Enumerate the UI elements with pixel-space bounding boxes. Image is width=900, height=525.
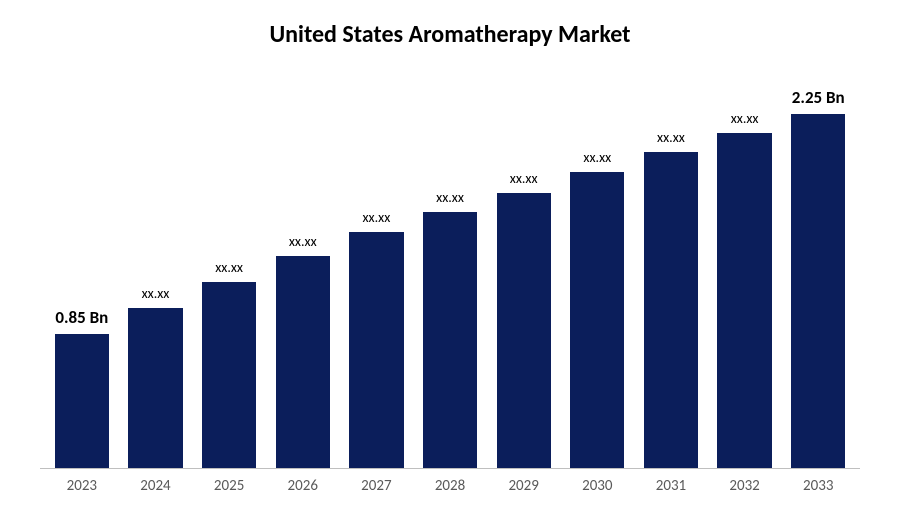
x-axis: 2023202420252026202720282029203020312032… — [40, 469, 860, 495]
bar-group: xx.xx — [562, 59, 632, 468]
bar — [55, 334, 109, 468]
bar-value-label: xx.xx — [268, 233, 338, 250]
bar-group: xx.xx — [268, 59, 338, 468]
bar-value-label: xx.xx — [415, 189, 485, 206]
x-axis-tick: 2028 — [415, 477, 485, 495]
bar-value-label: xx.xx — [489, 170, 559, 187]
x-axis-tick: 2024 — [121, 477, 191, 495]
bar-value-label: 0.85 Bn — [47, 307, 117, 328]
bar-group: 2.25 Bn — [783, 59, 853, 468]
bar — [423, 212, 477, 468]
x-axis-tick: 2029 — [489, 477, 559, 495]
x-axis-tick: 2033 — [783, 477, 853, 495]
bar-group: 0.85 Bn — [47, 59, 117, 468]
chart-title: United States Aromatherapy Market — [40, 20, 860, 49]
bar-value-label: xx.xx — [342, 209, 412, 226]
bar — [128, 308, 182, 468]
bar — [644, 152, 698, 468]
bar — [570, 172, 624, 468]
bar-value-label: xx.xx — [121, 285, 191, 302]
bar-value-label: xx.xx — [636, 129, 706, 146]
x-axis-tick: 2026 — [268, 477, 338, 495]
plot-area: 0.85 Bnxx.xxxx.xxxx.xxxx.xxxx.xxxx.xxxx.… — [40, 59, 860, 495]
x-axis-tick: 2031 — [636, 477, 706, 495]
x-axis-tick: 2027 — [342, 477, 412, 495]
bar-group: xx.xx — [710, 59, 780, 468]
bar — [276, 256, 330, 468]
bar — [497, 193, 551, 468]
bars-region: 0.85 Bnxx.xxxx.xxxx.xxxx.xxxx.xxxx.xxxx.… — [40, 59, 860, 469]
bar-value-label: xx.xx — [194, 259, 264, 276]
bar-group: xx.xx — [121, 59, 191, 468]
bar-group: xx.xx — [415, 59, 485, 468]
bar-group: xx.xx — [342, 59, 412, 468]
chart-container: United States Aromatherapy Market 0.85 B… — [0, 0, 900, 525]
bar — [791, 114, 845, 468]
bar-group: xx.xx — [636, 59, 706, 468]
bar — [202, 282, 256, 468]
bar — [717, 133, 771, 468]
bar-group: xx.xx — [194, 59, 264, 468]
bar — [349, 232, 403, 468]
bar-group: xx.xx — [489, 59, 559, 468]
x-axis-tick: 2023 — [47, 477, 117, 495]
x-axis-tick: 2025 — [194, 477, 264, 495]
x-axis-tick: 2030 — [562, 477, 632, 495]
bar-value-label: xx.xx — [562, 149, 632, 166]
x-axis-tick: 2032 — [710, 477, 780, 495]
bar-value-label: 2.25 Bn — [783, 87, 853, 108]
bar-value-label: xx.xx — [710, 110, 780, 127]
